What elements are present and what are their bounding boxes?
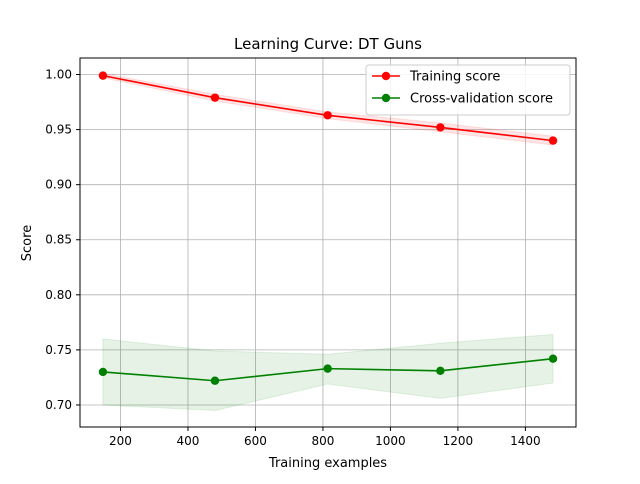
legend-label: Training score — [409, 70, 500, 85]
x-tick-label: 200 — [109, 434, 132, 448]
x-tick-label: 600 — [244, 434, 267, 448]
data-point — [98, 71, 108, 80]
data-point — [210, 93, 220, 102]
legend-label: Cross-validation score — [410, 92, 553, 107]
data-point — [98, 367, 108, 377]
data-point — [548, 136, 558, 145]
y-tick-label: 0.90 — [45, 178, 72, 192]
x-tick-label: 1200 — [443, 434, 474, 448]
data-point — [210, 376, 220, 385]
data-point — [323, 111, 332, 120]
axes-frame — [79, 57, 577, 428]
y-tick-label: 0.95 — [45, 123, 72, 137]
x-axis-label: Training examples — [268, 456, 387, 471]
legend-box — [365, 64, 571, 116]
legend: Training score Cross-validation score — [365, 64, 571, 116]
y-tick-label: 1.00 — [45, 68, 72, 82]
plot-area: 200 400 600 800 1000 1200 1400 0.70 0.75 0.80 0.85… — [45, 57, 577, 448]
y-tick-label: 0.70 — [45, 398, 72, 412]
chart-title: Learning Curve: DT Guns — [234, 35, 422, 53]
x-tick-label: 400 — [177, 434, 200, 448]
y-tick-label: 0.75 — [45, 343, 72, 357]
x-tick-label: 800 — [311, 434, 334, 448]
data-point — [323, 364, 332, 373]
legend-marker-swatch — [381, 93, 391, 103]
data-point — [548, 354, 558, 363]
legend-marker-swatch — [381, 71, 391, 81]
y-tick-label: 0.85 — [45, 233, 72, 247]
data-point — [436, 123, 445, 132]
y-axis-label: Score — [20, 225, 35, 261]
data-point — [436, 366, 445, 376]
y-tick-label: 0.80 — [45, 288, 72, 302]
x-tick-label: 1400 — [510, 434, 541, 448]
x-tick-label: 1000 — [375, 434, 406, 448]
